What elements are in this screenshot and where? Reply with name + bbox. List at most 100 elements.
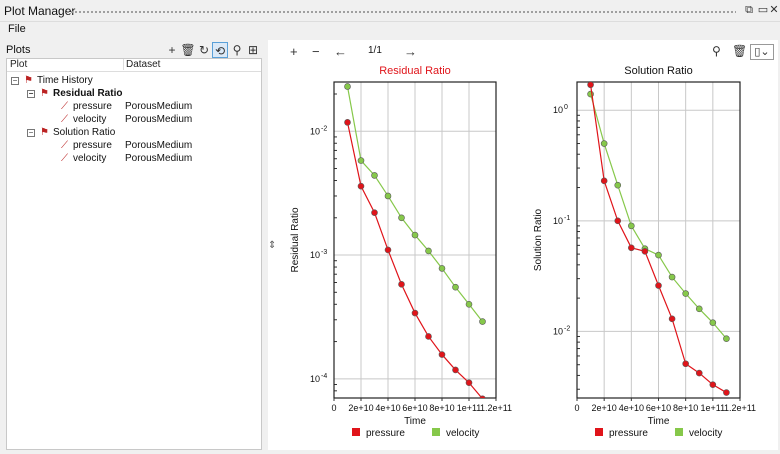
tree-node-time-history[interactable]: − ⚑ Time History — [11, 75, 93, 87]
legend-swatch-velocity — [675, 428, 683, 436]
data-point-velocity — [398, 214, 405, 222]
plots-header: Plots — [6, 44, 31, 56]
plot-icon: ⚑ — [40, 88, 49, 99]
tick-label-x: 1e+11 — [701, 403, 726, 413]
tick-label-y: 10 — [310, 374, 320, 384]
tree-node-solution-ratio[interactable]: − ⚑ Solution Ratio — [27, 127, 116, 139]
dataset-cell: PorousMedium — [125, 140, 193, 151]
tick-label-x: 8e+10 — [429, 403, 454, 413]
tree-leaf-residual-pressure[interactable]: ⟋ pressure — [61, 101, 112, 113]
data-point-velocity — [682, 290, 689, 297]
tick-label-x: 4e+10 — [375, 403, 400, 413]
menu-bar: File — [0, 22, 780, 38]
float-window-icon[interactable]: ⧉ — [745, 4, 753, 16]
data-point-pressure — [628, 244, 635, 252]
legend-swatch-pressure — [595, 428, 603, 436]
data-point-pressure — [600, 177, 608, 185]
data-point-pressure — [695, 369, 703, 377]
y-axis-label: Solution Ratio — [533, 208, 544, 271]
collapse-icon[interactable]: − — [27, 127, 35, 137]
tick-label-y-exp: 0 — [564, 104, 568, 111]
column-plot[interactable]: Plot — [10, 59, 28, 70]
splitter-handle-icon[interactable]: ⇕ — [268, 240, 277, 251]
tick-label-y: 10 — [553, 216, 563, 226]
chart-0: Residual Ratio 0 2e+10 4e+10 6e+10 8e+10 1e+11… — [290, 65, 512, 439]
plot-area: + − ← 1/1 → ⚲ 🗑 ▯⌄ ⇕ Residual Ratio 0 2e+1… — [268, 40, 778, 450]
tick-label-y: 10 — [310, 250, 320, 260]
tick-label-x: 8e+10 — [673, 403, 698, 413]
search-icon[interactable]: ⚲ — [712, 44, 721, 58]
collapse-icon[interactable]: − — [27, 88, 35, 98]
data-point-velocity — [357, 157, 365, 164]
curve-icon: ⟋ — [61, 153, 68, 164]
page-indicator: 1/1 — [368, 45, 382, 56]
plot-folder-icon: ⚑ — [24, 75, 33, 86]
data-point-pressure — [682, 360, 689, 368]
chart-1: Solution Ratio 0 2e+10 4e+10 6e+10 8e+10 1e+11… — [533, 65, 756, 439]
data-point-pressure — [452, 366, 459, 374]
tick-label-x: 6e+10 — [646, 403, 671, 413]
legend-label-pressure: pressure — [366, 428, 405, 439]
collapse-icon[interactable]: − — [11, 75, 19, 85]
data-point-pressure — [655, 282, 662, 289]
tick-label-x: 2e+10 — [592, 403, 617, 413]
tick-label-y-exp: -2 — [564, 325, 570, 332]
delete-icon[interactable]: 🗑 — [180, 43, 196, 57]
tick-label-x: 4e+10 — [619, 403, 644, 413]
dataset-cell: PorousMedium — [125, 101, 193, 112]
refresh-icon[interactable]: ↻ — [198, 43, 210, 57]
data-point-velocity — [723, 335, 730, 342]
maximize-icon[interactable]: ▭ — [757, 4, 769, 16]
data-point-velocity — [452, 283, 459, 291]
curve-icon: ⟋ — [61, 140, 68, 151]
tick-label-y-exp: -4 — [321, 373, 327, 380]
tick-label-x: 1e+11 — [457, 403, 482, 413]
plot-icon: ⚑ — [40, 127, 49, 138]
remove-icon[interactable]: − — [312, 44, 320, 59]
data-point-velocity — [384, 192, 392, 200]
close-icon[interactable]: ✕ — [769, 4, 779, 16]
data-point-velocity — [614, 181, 622, 189]
chart-title: Residual Ratio — [379, 65, 451, 77]
tree-node-residual-ratio[interactable]: − ⚑ Residual Ratio — [27, 88, 123, 100]
arrow-left-icon[interactable]: ← — [334, 44, 347, 59]
layout-dropdown[interactable]: ▯⌄ — [750, 44, 774, 60]
tick-label-y: 10 — [553, 105, 563, 115]
data-point-velocity — [600, 140, 608, 147]
add-icon[interactable]: + — [168, 43, 176, 57]
curve-icon: ⟋ — [61, 114, 68, 125]
arrow-right-icon[interactable]: → — [404, 44, 417, 59]
tick-label-y: 10 — [553, 326, 563, 336]
tick-label-x: 0 — [574, 403, 579, 413]
tick-label-x: 2e+10 — [348, 403, 373, 413]
data-point-velocity — [709, 319, 717, 326]
tick-label-x: 1.2e+11 — [724, 403, 756, 413]
data-point-velocity — [695, 305, 703, 313]
curve-icon: ⟋ — [61, 101, 68, 112]
legend-swatch-pressure — [352, 428, 360, 436]
tree-leaf-solution-pressure[interactable]: ⟋ pressure — [61, 140, 112, 152]
data-point-pressure — [425, 333, 432, 340]
data-point-pressure — [465, 379, 473, 387]
sync-icon[interactable]: ⟲ — [212, 42, 228, 58]
data-point-pressure — [587, 82, 594, 89]
menu-file[interactable]: File — [8, 23, 26, 35]
title-bar-grip[interactable] — [66, 10, 736, 14]
column-dataset[interactable]: Dataset — [123, 59, 160, 70]
window-title: Plot Manager — [4, 4, 76, 18]
data-point-pressure — [384, 246, 392, 254]
tick-label-x: 1.2e+11 — [480, 403, 512, 413]
tick-label-y-exp: -2 — [321, 125, 327, 132]
binoculars-icon[interactable]: ⊞ — [247, 43, 259, 57]
data-point-velocity — [411, 231, 419, 239]
plot-tree: Plot Dataset − ⚑ Time History − ⚑ Residual R… — [6, 58, 262, 450]
delete-icon[interactable]: 🗑 — [732, 44, 748, 58]
search-icon[interactable]: ⚲ — [232, 43, 242, 57]
data-point-velocity — [344, 83, 351, 90]
data-point-pressure — [411, 309, 419, 317]
tick-label-y-exp: -3 — [321, 249, 327, 256]
add-icon[interactable]: + — [290, 44, 298, 59]
tree-leaf-solution-velocity[interactable]: ⟋ velocity — [61, 153, 107, 165]
tree-leaf-residual-velocity[interactable]: ⟋ velocity — [61, 114, 107, 126]
